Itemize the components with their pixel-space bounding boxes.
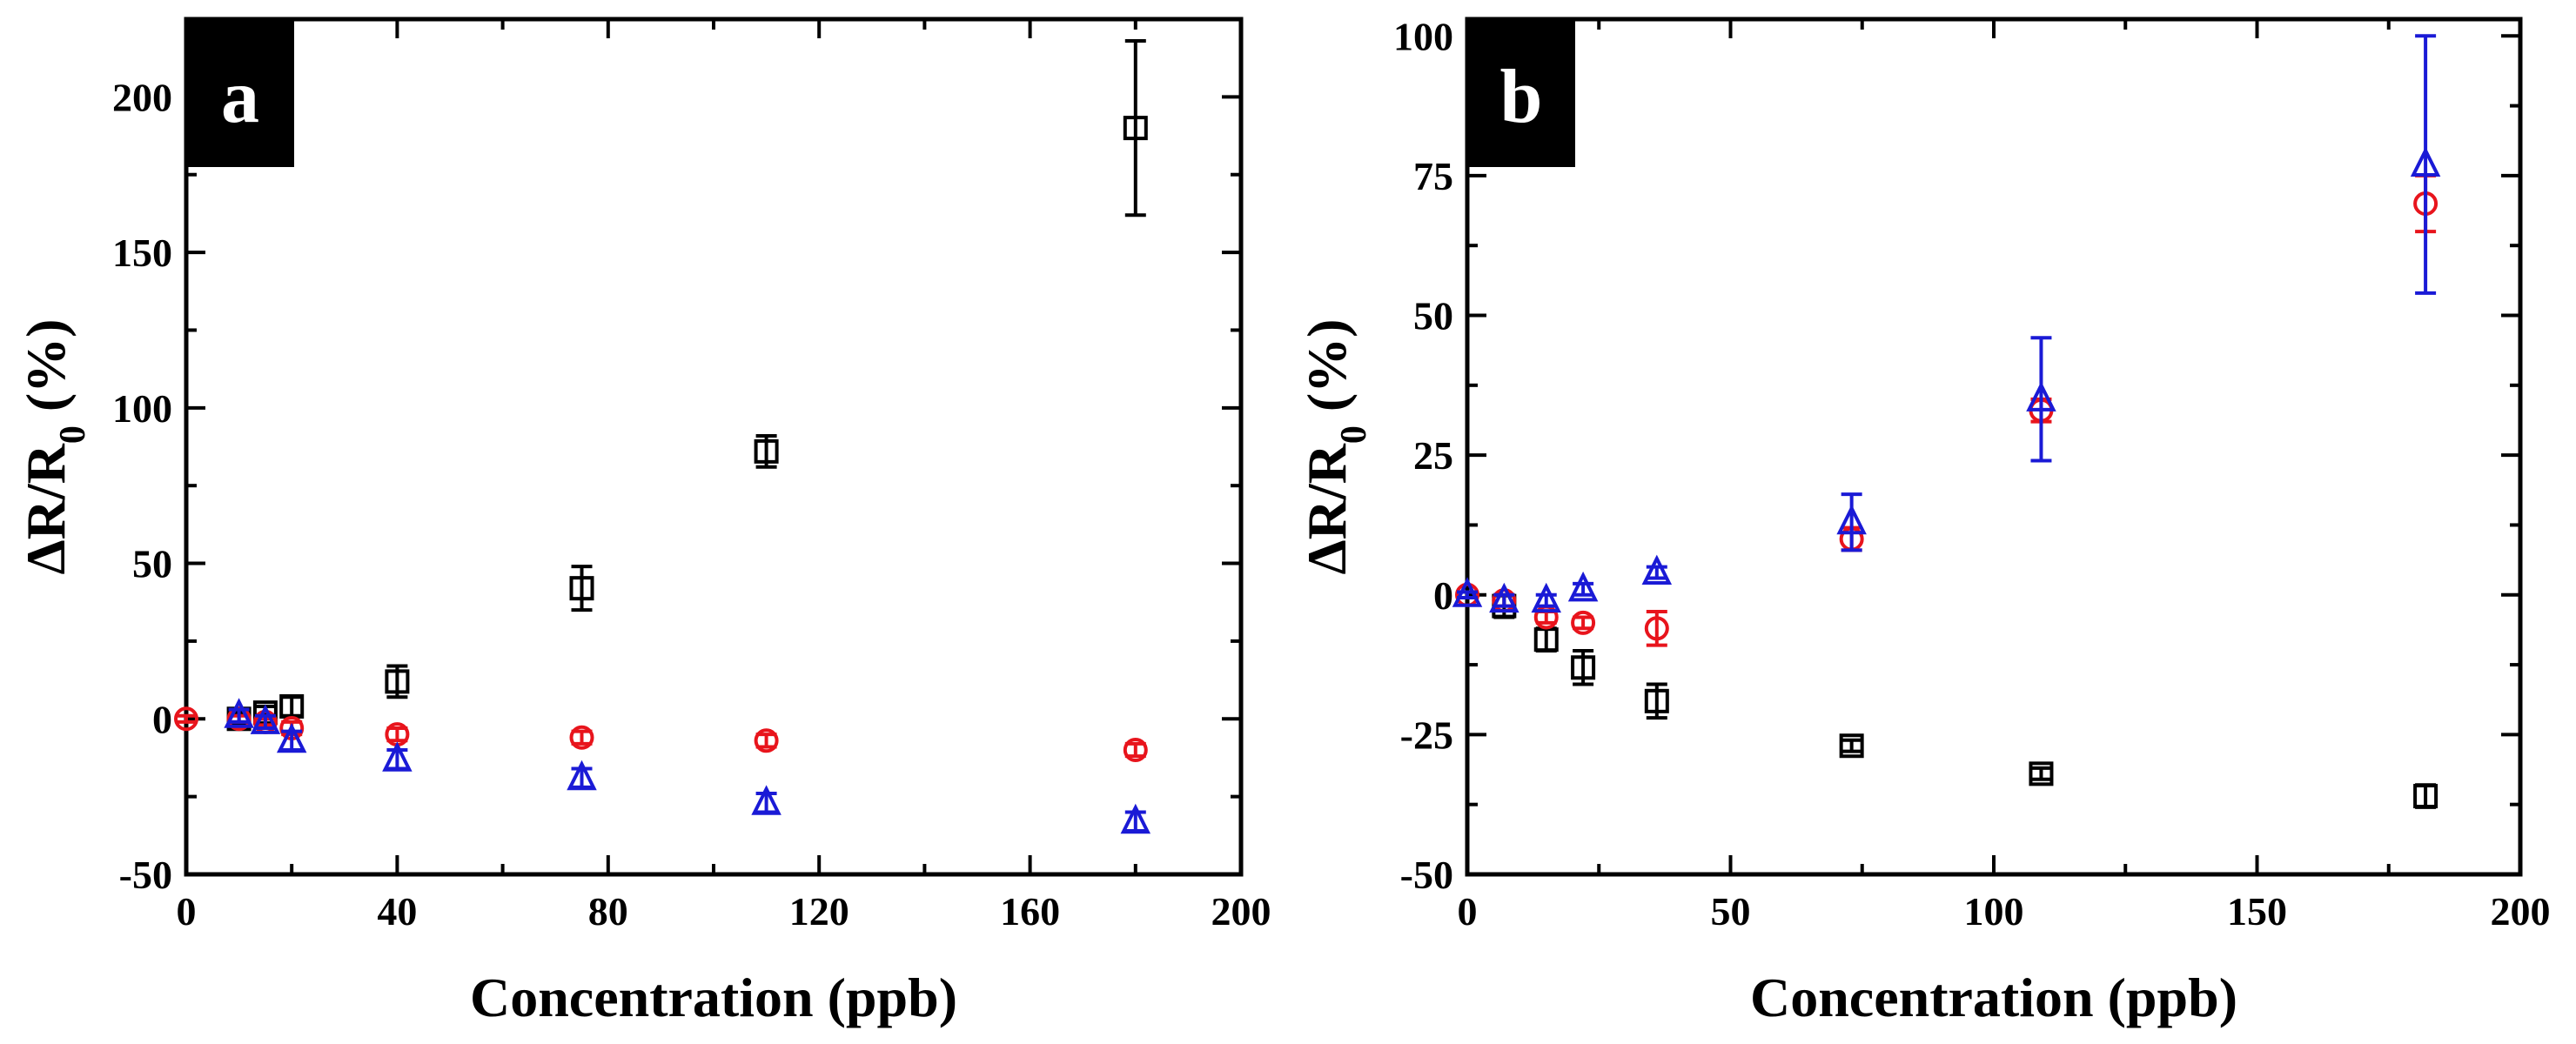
data-point-circle [569, 725, 594, 750]
data-point-triangle [1567, 571, 1599, 602]
data-point-square [754, 438, 779, 464]
data-point-triangle [250, 704, 281, 734]
data-point-square [1533, 627, 1559, 652]
x-tick-label: 50 [1711, 889, 1751, 934]
data-point-square [1123, 116, 1148, 141]
data-point-triangle [2026, 381, 2056, 412]
panel-label-box [1467, 19, 1575, 167]
data-point-square [569, 576, 594, 601]
series-circle [174, 706, 1148, 763]
data-point-circle [1644, 616, 1669, 641]
x-tick-label: 160 [1000, 889, 1060, 934]
panel-label-box [186, 19, 294, 167]
x-axis-label: Concentration (ppb) [1750, 967, 2237, 1028]
x-tick-label: 0 [1458, 889, 1478, 934]
data-point-square [385, 669, 410, 694]
series-triangle [224, 698, 1151, 834]
y-tick-label: 0 [1433, 573, 1453, 618]
y-tick-label: 200 [112, 75, 172, 119]
data-point-circle [1571, 610, 1596, 635]
data-point-triangle [1641, 554, 1673, 586]
data-point-square [1644, 688, 1669, 713]
data-point-circle [1123, 738, 1148, 763]
data-point-triangle [751, 785, 782, 815]
data-point-triangle [382, 741, 413, 772]
y-tick-label: 0 [152, 697, 172, 741]
x-tick-label: 100 [1964, 889, 2024, 934]
data-point-triangle [224, 698, 254, 728]
y-axis-label: ΔR/R0 (%) [1296, 319, 1374, 575]
x-tick-label: 0 [177, 889, 197, 934]
data-point-circle [174, 706, 198, 732]
panel-label: a [221, 55, 259, 139]
data-point-triangle [1120, 803, 1151, 834]
data-point-triangle [1489, 582, 1519, 613]
data-point-square [2413, 784, 2438, 809]
panel-a: a0 40 80 120 160 200-50050100150200Concentrat… [15, 17, 1271, 1028]
y-tick-label: 100 [112, 386, 172, 431]
plot-frame [1465, 17, 2523, 877]
y-tick-label: -25 [1400, 713, 1453, 757]
data-point-triangle [1836, 504, 1867, 535]
x-tick-label: 40 [377, 889, 417, 934]
data-point-square [1839, 733, 1864, 759]
series-circle [1455, 173, 2438, 647]
y-tick-label: 25 [1413, 433, 1453, 478]
data-point-triangle [1452, 577, 1483, 607]
data-point-triangle [567, 760, 597, 791]
y-tick-label: -50 [119, 853, 172, 897]
panel-label: b [1500, 55, 1543, 139]
y-tick-label: 150 [112, 231, 172, 275]
y-tick-label: 75 [1413, 154, 1453, 198]
x-axis-label: Concentration (ppb) [470, 967, 957, 1028]
data-point-square [279, 693, 305, 719]
series-square [226, 39, 1148, 732]
x-tick-label: 150 [2227, 889, 2287, 934]
y-axis-label: ΔR/R0 (%) [15, 319, 93, 575]
x-tick-label: 200 [1211, 889, 1271, 934]
data-point-square [2029, 761, 2054, 786]
data-point-square [1571, 655, 1596, 680]
series-square [1492, 592, 2438, 809]
x-tick-label: 200 [2491, 889, 2551, 934]
x-tick-label: 80 [588, 889, 628, 934]
data-point-triangle [2410, 146, 2441, 177]
series-triangle [1452, 34, 2441, 613]
data-point-triangle [276, 722, 307, 753]
data-point-circle [754, 728, 779, 753]
y-tick-label: 50 [132, 542, 172, 586]
y-tick-label: 100 [1393, 14, 1453, 58]
y-tick-label: -50 [1400, 853, 1453, 897]
x-tick-label: 120 [789, 889, 849, 934]
panel-b: b 0 50 100 150 200 -50 -25 0 25 50 75 100 Concentrati… [1296, 14, 2551, 1028]
data-point-triangle [1531, 582, 1561, 613]
y-tick-label: 50 [1413, 294, 1453, 338]
plot-frame [184, 17, 1244, 877]
